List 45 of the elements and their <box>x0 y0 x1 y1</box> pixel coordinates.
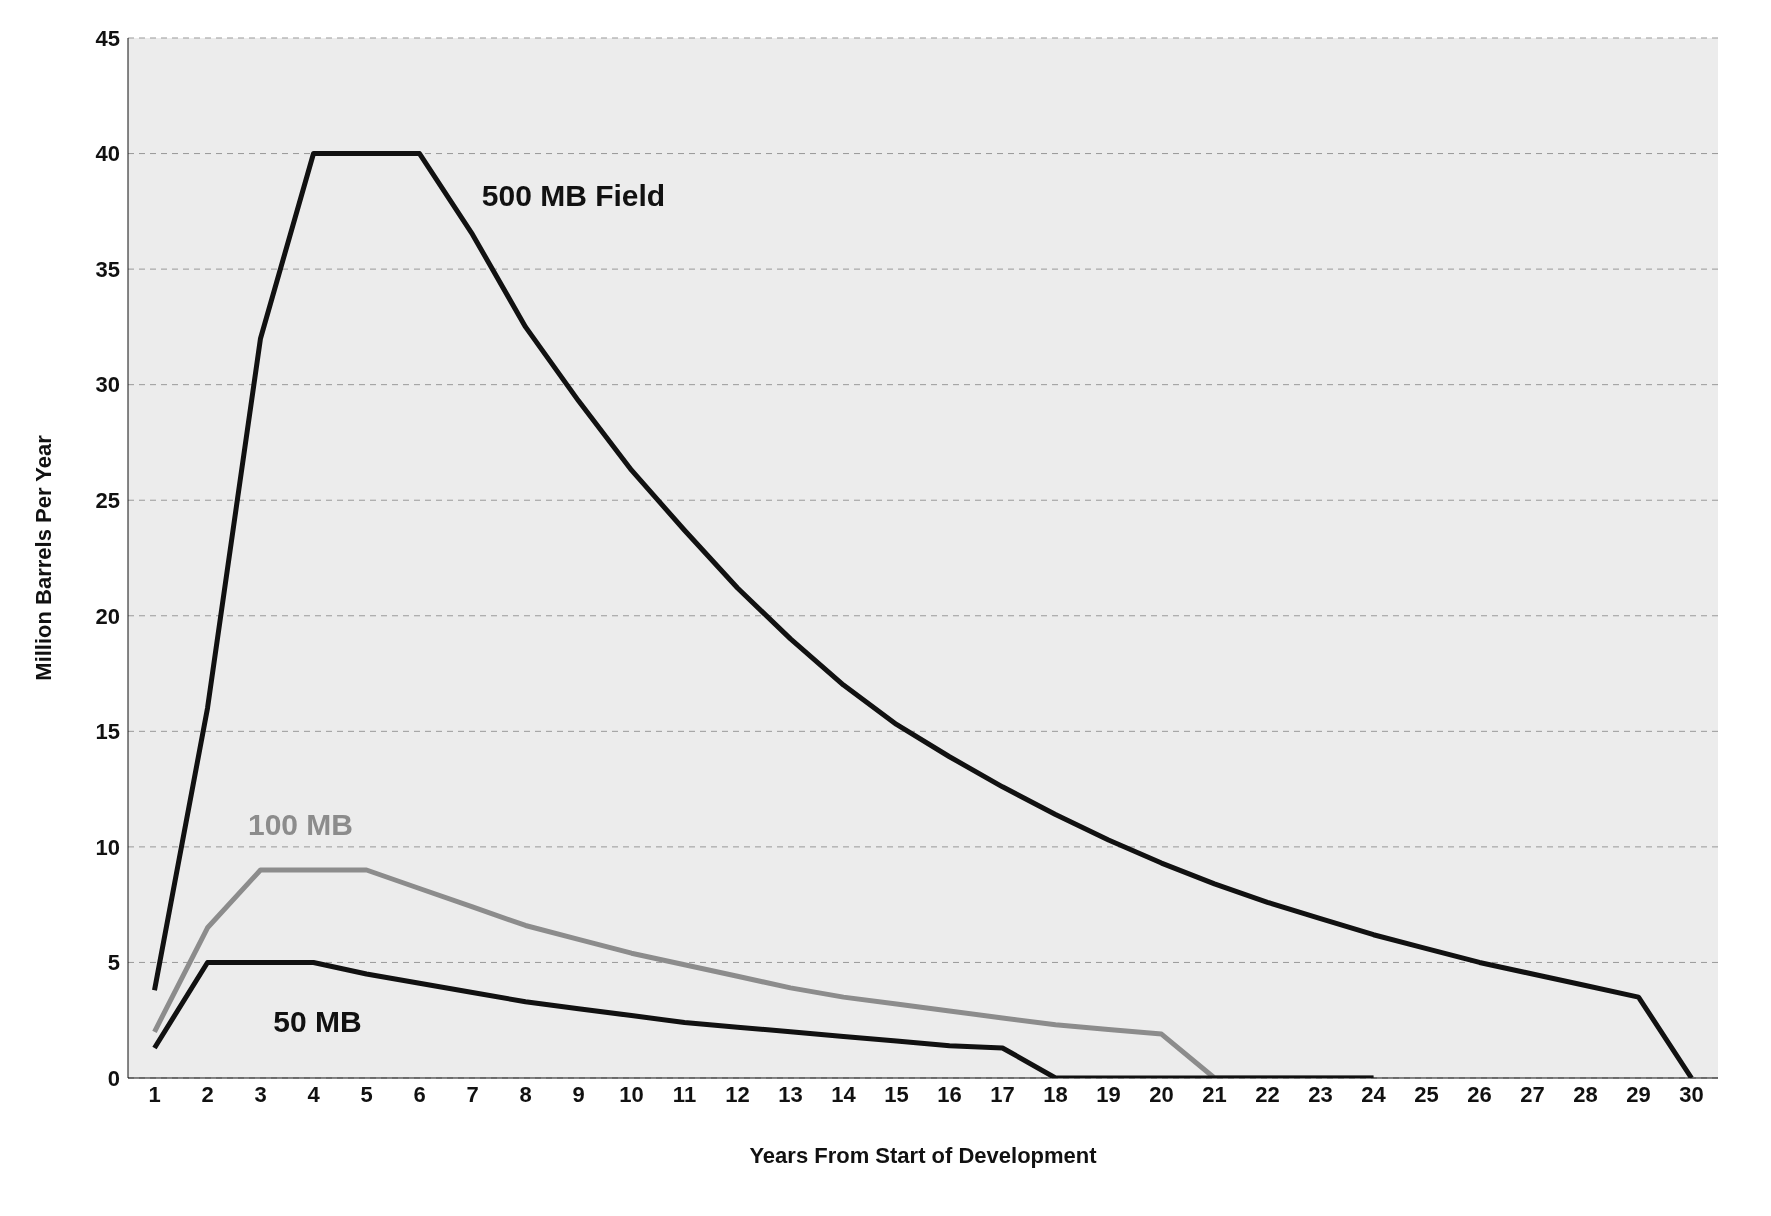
x-tick-label: 9 <box>572 1081 585 1107</box>
x-tick-label: 29 <box>1626 1081 1651 1107</box>
y-tick-label: 5 <box>107 950 120 976</box>
x-tick-label: 1 <box>148 1081 161 1107</box>
x-tick-label: 12 <box>725 1081 750 1107</box>
y-tick-label: 25 <box>95 488 120 514</box>
x-tick-label: 26 <box>1467 1081 1492 1107</box>
x-tick-label: 20 <box>1149 1081 1174 1107</box>
x-tick-label: 24 <box>1361 1081 1387 1107</box>
x-tick-label: 10 <box>619 1081 644 1107</box>
x-tick-label: 15 <box>884 1081 909 1107</box>
y-axis-title: Million Barrels Per Year <box>30 434 56 681</box>
x-tick-label: 2 <box>201 1081 214 1107</box>
y-tick-label: 35 <box>95 256 120 282</box>
x-tick-label: 5 <box>360 1081 373 1107</box>
x-tick-label: 11 <box>672 1081 697 1107</box>
series-label: 500 MB Field <box>481 178 666 212</box>
x-tick-label: 23 <box>1308 1081 1333 1107</box>
x-tick-label: 18 <box>1043 1081 1068 1107</box>
series-label: 50 MB <box>273 1005 362 1039</box>
x-tick-label: 19 <box>1096 1081 1121 1107</box>
y-tick-label: 30 <box>95 372 120 398</box>
x-tick-label: 6 <box>413 1081 426 1107</box>
x-tick-label: 21 <box>1202 1081 1227 1107</box>
y-tick-label: 10 <box>95 834 120 860</box>
x-tick-label: 17 <box>990 1081 1015 1107</box>
y-tick-label: 20 <box>95 603 120 629</box>
x-tick-label: 4 <box>307 1081 321 1107</box>
y-tick-label: 45 <box>95 25 120 51</box>
y-tick-label: 15 <box>95 719 120 745</box>
x-tick-label: 3 <box>254 1081 267 1107</box>
x-axis-title: Years From Start of Development <box>749 1143 1098 1168</box>
x-tick-label: 22 <box>1255 1081 1280 1107</box>
x-tick-label: 28 <box>1573 1081 1598 1107</box>
series-label: 100 MB <box>247 808 354 841</box>
x-tick-label: 13 <box>778 1081 803 1107</box>
x-tick-label: 16 <box>937 1081 962 1107</box>
x-tick-label: 25 <box>1414 1081 1439 1107</box>
x-tick-label: 7 <box>466 1081 479 1107</box>
x-tick-label: 8 <box>519 1081 532 1107</box>
y-tick-label: 40 <box>95 141 120 167</box>
x-tick-label: 30 <box>1679 1081 1704 1107</box>
x-tick-label: 27 <box>1520 1081 1545 1107</box>
x-tick-label: 14 <box>831 1081 857 1107</box>
y-tick-label: 0 <box>107 1065 120 1091</box>
